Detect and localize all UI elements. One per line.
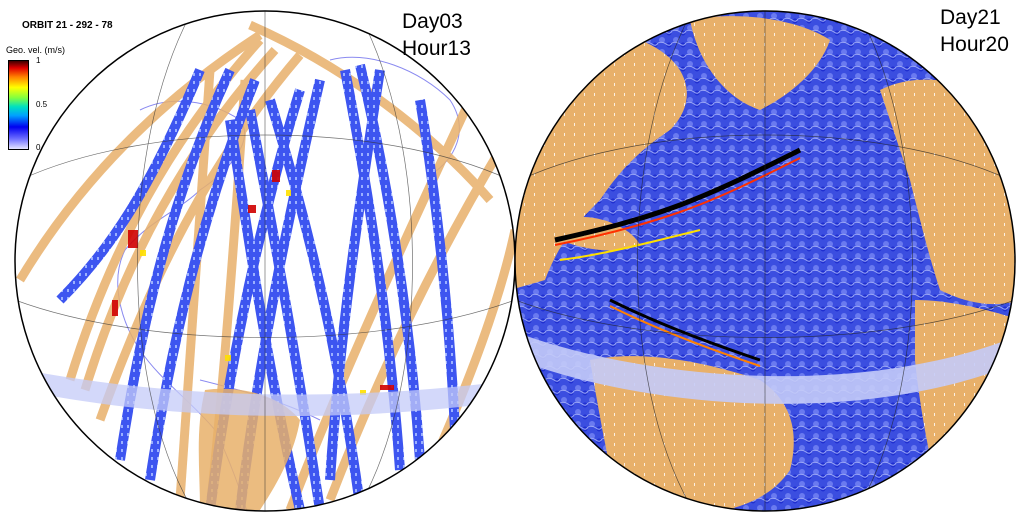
- left-hour: Hour13: [402, 37, 471, 60]
- right-globe: [514, 10, 1016, 512]
- colorbar-tick-max: 1: [36, 56, 41, 65]
- high-velocity-spots: [112, 170, 394, 390]
- colorbar-tick-mid: 0.5: [36, 100, 48, 109]
- right-hour: Hour20: [940, 33, 1009, 56]
- right-time-label: Day21 Hour20: [940, 4, 1009, 58]
- right-gap-band: [515, 330, 1015, 404]
- colorbar-label: Geo. vel. (m/s): [6, 45, 66, 55]
- gulf-stream: [554, 147, 802, 243]
- colorbar: [8, 60, 29, 150]
- right-africa: [915, 300, 1015, 500]
- right-day: Day21: [940, 6, 1001, 29]
- left-south-america: [198, 388, 300, 510]
- orbit-title: ORBIT 21 - 292 - 78: [22, 20, 113, 31]
- left-globe: [14, 10, 516, 512]
- left-time-label: Day03 Hour13: [402, 8, 471, 62]
- colorbar-tick-min: 0: [36, 143, 41, 152]
- left-day: Day03: [402, 10, 463, 33]
- right-greenland: [690, 16, 830, 111]
